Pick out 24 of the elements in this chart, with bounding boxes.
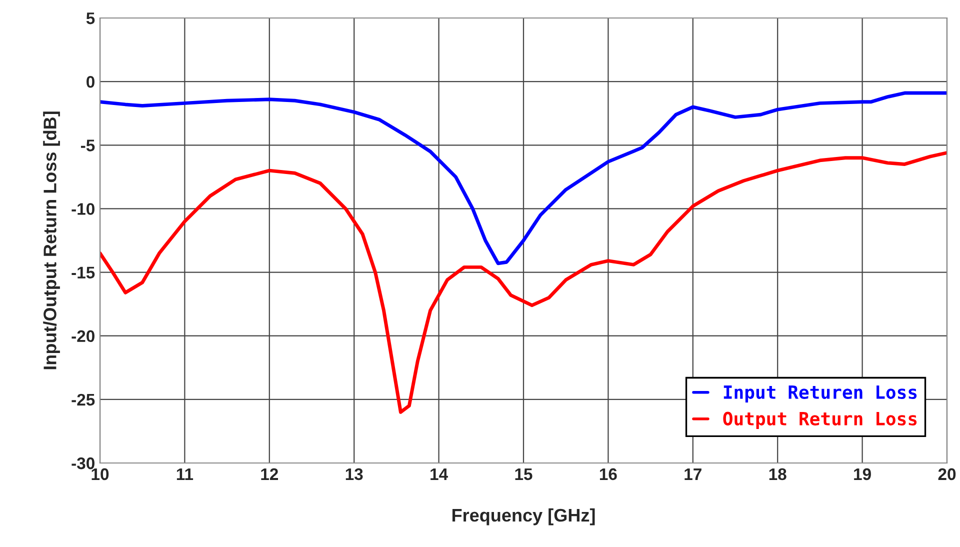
- x-tick-label: 18: [769, 468, 786, 480]
- y-tick-label: 0: [86, 76, 94, 88]
- x-tick-label: 13: [346, 468, 363, 480]
- legend-label: Input Returen Loss: [724, 386, 917, 402]
- x-tick-label: 20: [938, 468, 956, 480]
- y-tick-label: -5: [80, 140, 95, 152]
- y-tick-label: -25: [72, 394, 95, 406]
- y-axis-title: Input/Output Return Loss [dB]: [43, 112, 60, 370]
- x-axis-title: Frequency [GHz]: [452, 508, 595, 526]
- legend-label: Output Return Loss: [723, 412, 917, 429]
- y-tick-label: -15: [72, 266, 95, 278]
- x-tick-label: 14: [430, 468, 448, 480]
- x-tick-label: 11: [176, 468, 194, 480]
- x-tick-label: 12: [261, 468, 278, 480]
- x-tick-label: 19: [854, 468, 871, 480]
- y-tick-label: -20: [72, 330, 94, 342]
- y-tick-label: 5: [86, 12, 95, 24]
- x-tick-label: 16: [600, 468, 617, 480]
- x-tick-label: 10: [92, 468, 109, 480]
- y-tick-label: -30: [72, 457, 94, 470]
- x-tick-label: 17: [684, 468, 702, 480]
- y-tick-label: -10: [72, 203, 94, 215]
- line-series: [100, 91, 947, 266]
- x-tick-label: 15: [515, 468, 532, 480]
